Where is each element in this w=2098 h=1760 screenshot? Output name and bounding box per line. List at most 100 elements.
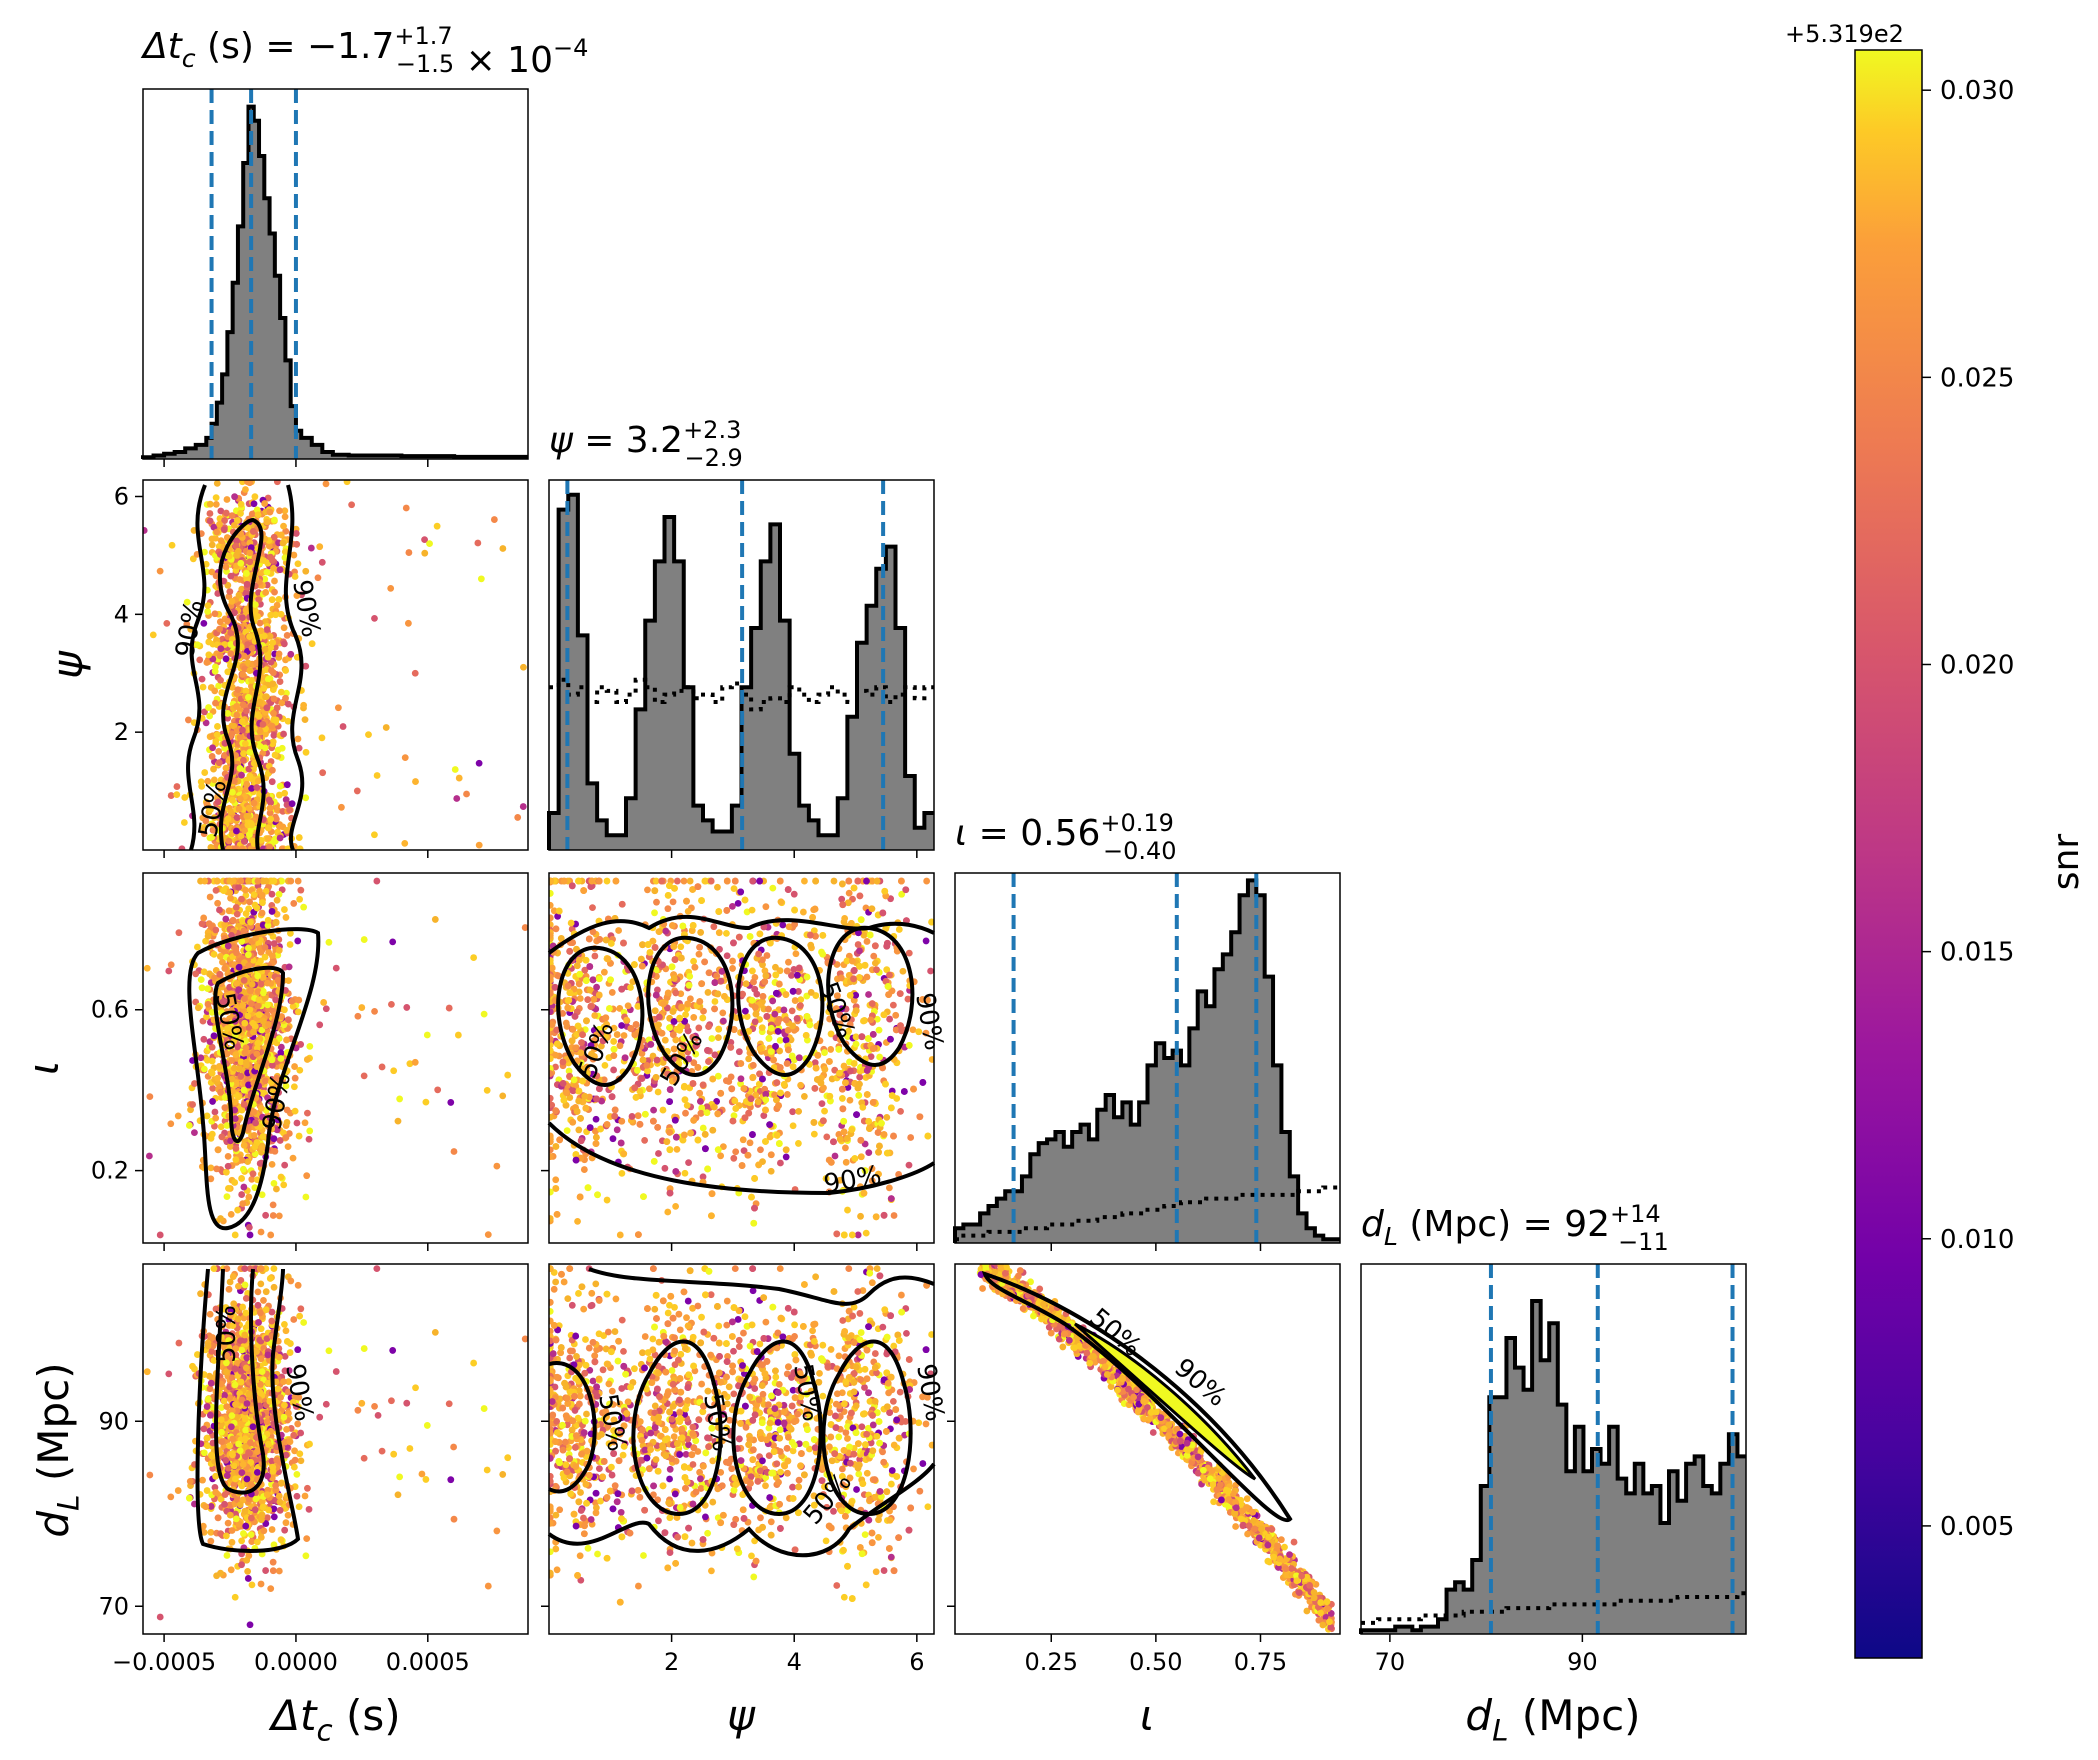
scatter-point [261, 500, 269, 507]
scatter-point [236, 764, 244, 772]
scatter-point [696, 1089, 704, 1097]
scatter-point [273, 704, 281, 712]
scatter-point [257, 627, 265, 635]
scatter-point [307, 544, 315, 552]
scatter-point [776, 1047, 784, 1055]
scatter-point [238, 1156, 246, 1164]
scatter-point [232, 542, 240, 550]
scatter-point [763, 952, 771, 959]
scatter-point [238, 938, 246, 945]
scatter-point [886, 1015, 894, 1023]
scatter-point [275, 946, 283, 954]
scatter-point [722, 1077, 730, 1085]
scatter-point [224, 1152, 232, 1160]
scatter-point [281, 507, 289, 515]
scatter-point [267, 667, 275, 674]
scatter-point [203, 1013, 210, 1021]
scatter-point [187, 1106, 194, 1114]
scatter-point [265, 949, 273, 956]
scatter-point [790, 966, 798, 973]
scatter-point [259, 1132, 267, 1140]
scatter-point [821, 1049, 828, 1056]
scatter-point [246, 549, 254, 557]
scatter-point [197, 1054, 205, 1062]
scatter-point [227, 1137, 234, 1145]
scatter-point [221, 752, 228, 759]
scatter-point [206, 712, 214, 720]
scatter-point [216, 953, 224, 960]
scatter-point [214, 723, 221, 730]
scatter-point [343, 480, 351, 486]
scatter-point [590, 995, 598, 1003]
scatter-point [795, 1140, 802, 1147]
panel-iota-vs-dtc: 50%90%0.20.6 [91, 872, 529, 1251]
scatter-point [318, 734, 326, 742]
scatter-point [229, 1087, 237, 1095]
scatter-point [283, 689, 290, 697]
scatter-point [282, 914, 290, 921]
scatter-point [201, 548, 208, 556]
scatter-point [820, 1084, 827, 1092]
panel-diag-dtc [141, 88, 529, 467]
scatter-point [699, 1124, 707, 1132]
scatter-point [854, 941, 862, 948]
scatter-point [662, 927, 670, 935]
scatter-point [719, 1143, 727, 1151]
scatter-point [334, 704, 342, 712]
scatter-point [279, 539, 287, 547]
scatter-point [205, 704, 212, 711]
scatter-point [613, 1126, 621, 1134]
histogram-outline [141, 104, 528, 460]
scatter-point [224, 710, 232, 717]
scatter-point [890, 1132, 897, 1140]
scatter-point [181, 794, 189, 801]
scatter-point [225, 1185, 232, 1192]
scatter-point [217, 785, 225, 793]
scatter-point [810, 927, 818, 935]
scatter-point [664, 1208, 672, 1216]
scatter-point [233, 703, 240, 710]
scatter-point [244, 641, 252, 648]
scatter-point [353, 787, 361, 795]
scatter-point [549, 1215, 554, 1222]
scatter-point [685, 981, 693, 989]
scatter-point [922, 937, 930, 945]
scatter-point [339, 723, 347, 730]
panel-diag-dl: 70 90 [1359, 1263, 1747, 1676]
scatter-point [695, 1024, 703, 1032]
scatter-point [854, 1231, 862, 1239]
scatter-point [294, 877, 302, 885]
scatter-point [616, 1005, 624, 1012]
scatter-point [239, 671, 247, 678]
scatter-point [679, 922, 687, 930]
scatter-point [256, 887, 263, 895]
scatter-point [868, 877, 876, 885]
scatter-point [234, 1043, 241, 1051]
scatter-point [231, 1115, 239, 1123]
scatter-point [269, 738, 277, 746]
scatter-point [603, 877, 611, 885]
scatter-point [242, 910, 250, 917]
scatter-point [632, 1093, 640, 1101]
scatter-point [211, 687, 219, 695]
scatter-point [266, 675, 274, 682]
scatter-point [713, 1098, 721, 1105]
scatter-point [300, 903, 308, 911]
scatter-point [883, 1113, 891, 1121]
scatter-point [766, 1133, 774, 1141]
scatter-point [223, 1025, 231, 1032]
scatter-point [273, 1126, 281, 1134]
scatter-point [191, 1129, 198, 1137]
scatter-point [390, 1067, 398, 1075]
histogram-fill [1361, 1301, 1746, 1634]
scatter-point [305, 1135, 313, 1143]
scatter-point [268, 1061, 276, 1069]
scatter-point [277, 1055, 285, 1062]
scatter-point [760, 923, 768, 931]
scatter-point [277, 1043, 285, 1051]
scatter-point [797, 1081, 805, 1089]
scatter-point [600, 1076, 608, 1084]
scatter-point [401, 839, 409, 847]
scatter-point [268, 778, 276, 786]
